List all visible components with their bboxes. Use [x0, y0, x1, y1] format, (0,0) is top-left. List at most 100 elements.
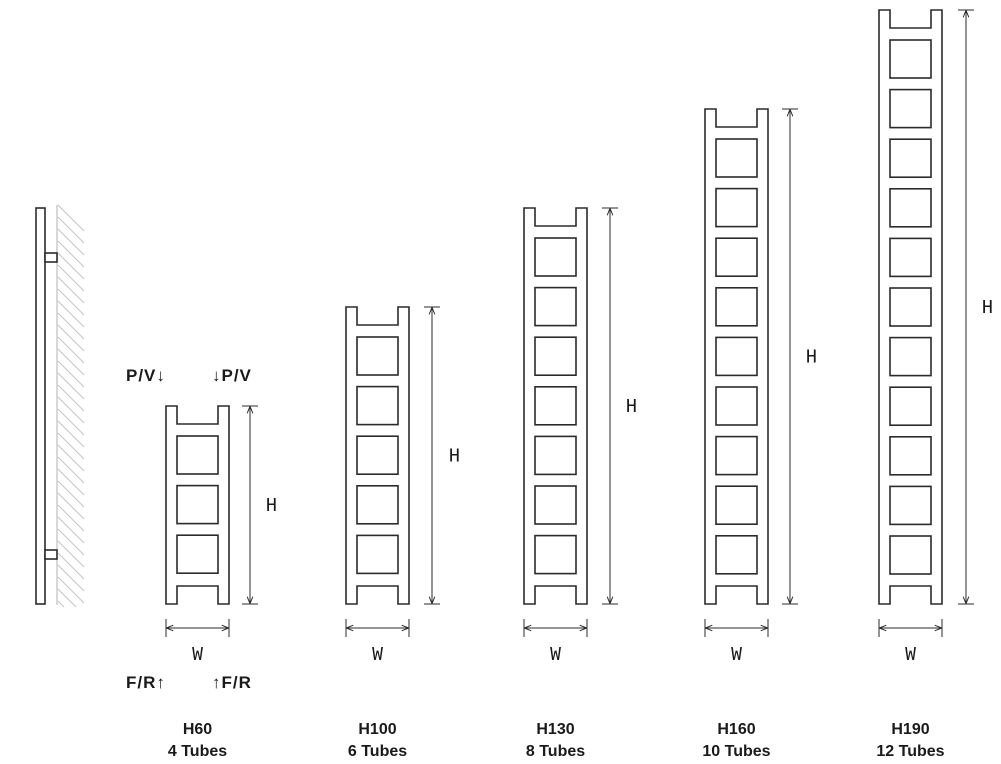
radiator-h100: H W H100 6 Tubes — [345, 306, 460, 760]
hatch-line — [57, 444, 85, 472]
hatch-line — [57, 456, 85, 484]
hatch-line — [57, 312, 85, 340]
wall-hatching — [57, 204, 85, 608]
lower-wall-bracket — [44, 549, 58, 560]
model-height-label: H60 — [183, 721, 212, 738]
hatch-line — [57, 480, 85, 508]
model-height-label: H160 — [717, 721, 755, 738]
hatch-line — [57, 576, 85, 604]
radiator-gap — [889, 287, 932, 327]
radiator-gap — [176, 435, 219, 475]
hatch-line — [57, 552, 85, 580]
hatch-line — [57, 240, 85, 268]
hatch-line — [57, 420, 85, 448]
model-tubes-label: 12 Tubes — [876, 743, 944, 760]
model-height-label: H190 — [891, 721, 929, 738]
radiator-outline — [704, 108, 769, 605]
radiator-gap — [356, 484, 399, 525]
radiator-gap — [356, 534, 399, 575]
width-label: W — [905, 644, 916, 665]
hatch-line — [57, 528, 85, 556]
radiator-gap — [889, 188, 932, 228]
radiator-gap — [176, 484, 219, 525]
hatch-line — [57, 324, 85, 352]
model-tubes-label: 6 Tubes — [348, 743, 407, 760]
radiator-gap — [889, 237, 932, 278]
hatch-line — [57, 216, 85, 244]
radiator-outline — [345, 306, 410, 605]
radiator-gap — [715, 485, 758, 526]
radiator-gap — [534, 534, 577, 575]
radiator-gap — [715, 336, 758, 377]
radiator-gap — [889, 138, 932, 178]
height-label: H — [626, 396, 637, 417]
flow-inlet-left: P/V↓ — [126, 366, 166, 385]
flow-return-right: ↑F/R — [212, 673, 252, 692]
model-tubes-label: 4 Tubes — [168, 743, 227, 760]
model-tubes-label: 10 Tubes — [702, 743, 770, 760]
hatch-line — [57, 492, 85, 520]
radiator-gap — [715, 187, 758, 228]
hatch-line — [57, 432, 85, 460]
hatch-line — [57, 300, 85, 328]
radiator-gap — [889, 435, 932, 476]
hatch-line — [57, 384, 85, 412]
width-label: W — [372, 644, 383, 665]
hatch-line — [57, 540, 85, 568]
model-tubes-label: 8 Tubes — [526, 743, 585, 760]
radiator-gap — [889, 88, 932, 129]
radiator-gap — [715, 386, 758, 426]
radiator-gap — [889, 485, 932, 526]
radiator-gap — [356, 336, 399, 376]
width-label: W — [192, 644, 203, 665]
hatch-line — [57, 348, 85, 376]
height-label: H — [982, 297, 993, 318]
radiator-gap — [889, 336, 932, 377]
radiator-outline — [523, 207, 588, 605]
height-label: H — [266, 495, 277, 516]
height-label: H — [449, 446, 460, 467]
hatch-line — [57, 276, 85, 304]
radiator-models: H W H60 4 Tubes H W H100 6 Tubes H W H130 8 Tubes H W… — [165, 9, 993, 760]
hatch-line — [57, 264, 85, 292]
model-height-label: H130 — [536, 721, 574, 738]
radiator-h60: H W H60 4 Tubes — [165, 405, 277, 760]
hatch-line — [57, 288, 85, 316]
hatch-line — [57, 564, 85, 592]
hatch-line — [57, 468, 85, 496]
radiator-gap — [356, 435, 399, 476]
hatch-line — [57, 516, 85, 544]
radiator-gap — [715, 138, 758, 178]
side-view — [35, 204, 85, 608]
radiator-gap — [534, 286, 577, 327]
model-height-label: H100 — [358, 721, 396, 738]
radiator-gap — [356, 385, 399, 426]
hatch-line — [57, 396, 85, 424]
radiator-gap — [534, 485, 577, 525]
radiator-gap — [176, 534, 219, 575]
radiator-h130: H W H130 8 Tubes — [523, 207, 637, 760]
flow-return-left: F/R↑ — [126, 673, 166, 692]
radiator-outline — [165, 405, 230, 605]
radiator-gap — [534, 336, 577, 377]
hatch-line — [57, 204, 85, 232]
radiator-gap — [889, 39, 932, 79]
hatch-line — [57, 372, 85, 400]
radiator-gap — [534, 237, 577, 277]
radiator-gap — [715, 237, 758, 277]
flow-inlet-right: ↓P/V — [212, 366, 252, 385]
side-radiator-body — [35, 207, 46, 605]
radiator-gap — [715, 534, 758, 575]
radiator-gap — [715, 435, 758, 476]
radiator-gap — [889, 535, 932, 575]
width-label: W — [731, 644, 742, 665]
radiator-outline — [878, 9, 943, 605]
radiator-gap — [889, 386, 932, 427]
hatch-line — [57, 588, 77, 608]
radiator-gap — [715, 286, 758, 327]
hatch-line — [57, 600, 65, 608]
hatch-line — [57, 336, 85, 364]
radiator-gap — [534, 385, 577, 426]
hatch-line — [57, 504, 85, 532]
